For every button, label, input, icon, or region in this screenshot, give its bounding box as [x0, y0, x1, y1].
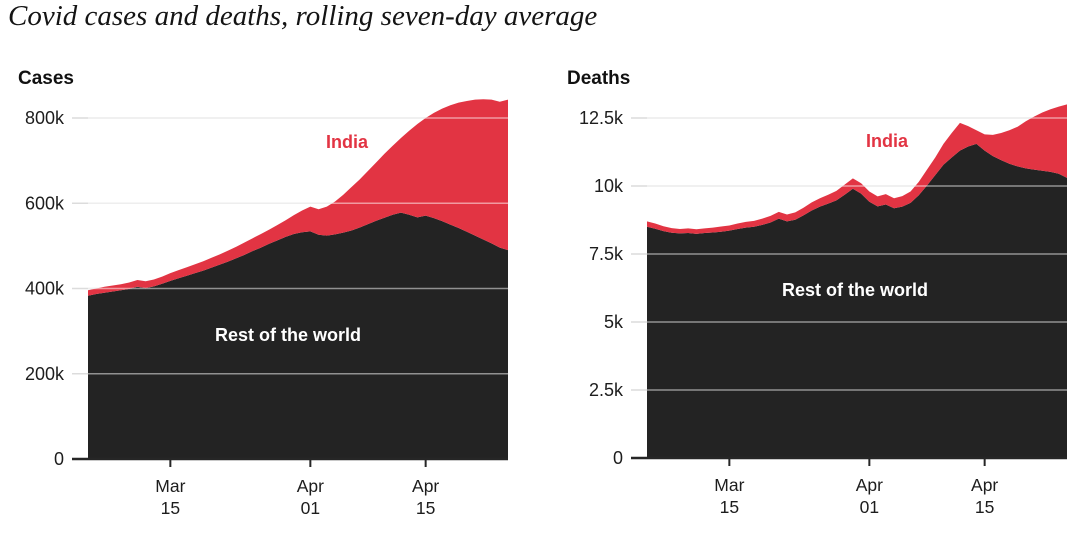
series-label-rest-of-the-world: Rest of the world [215, 325, 361, 345]
area-rest-of-the-world [88, 212, 508, 459]
y-tick-label: 10k [594, 176, 624, 196]
cases-panel-title: Cases [18, 68, 74, 89]
x-tick-label: Mar [714, 475, 744, 495]
page-title: Covid cases and deaths, rolling seven-da… [8, 0, 598, 32]
x-tick-label: 15 [161, 498, 180, 518]
area-rest-of-the-world [647, 143, 1067, 458]
x-tick-label: 01 [301, 498, 320, 518]
y-tick-label: 12.5k [579, 108, 624, 128]
area-india [647, 104, 1067, 234]
y-tick-label: 800k [25, 108, 65, 128]
y-tick-label: 0 [54, 449, 64, 469]
series-label-rest-of-the-world: Rest of the world [782, 280, 928, 300]
cases-panel: Cases Mar 15 Apr 01 Apr 15 0 200k 400k 600k 800k In… [0, 60, 539, 541]
deaths-panel: Deaths Mar 15 Apr 01 Apr 15 0 2.5k 5k 7.5k 10k 12.5… [539, 60, 1078, 541]
x-tick-label: 01 [860, 497, 879, 517]
x-tick-label: 15 [416, 498, 435, 518]
cases-chart: Mar15Apr01Apr150200k400k600k800kIndiaRes… [25, 99, 508, 518]
area-india [88, 99, 508, 296]
x-tick-label: Apr [412, 476, 439, 496]
x-tick-label: Apr [297, 476, 324, 496]
series-label-india: India [866, 131, 909, 151]
x-tick-label: 15 [975, 497, 994, 517]
deaths-panel-title: Deaths [567, 68, 631, 89]
x-tick-label: 15 [720, 497, 739, 517]
y-tick-label: 200k [25, 364, 65, 384]
y-tick-label: 0 [613, 448, 623, 468]
series-label-india: India [326, 132, 369, 152]
deaths-chart: Mar15Apr01Apr1502.5k5k7.5k10k12.5kIndiaR… [579, 104, 1067, 517]
y-tick-label: 2.5k [589, 380, 624, 400]
y-tick-label: 600k [25, 193, 65, 213]
x-tick-label: Apr [856, 475, 883, 495]
y-tick-label: 7.5k [589, 244, 624, 264]
y-tick-label: 400k [25, 279, 65, 299]
x-tick-label: Mar [155, 476, 185, 496]
x-tick-label: Apr [971, 475, 998, 495]
y-tick-label: 5k [604, 312, 624, 332]
